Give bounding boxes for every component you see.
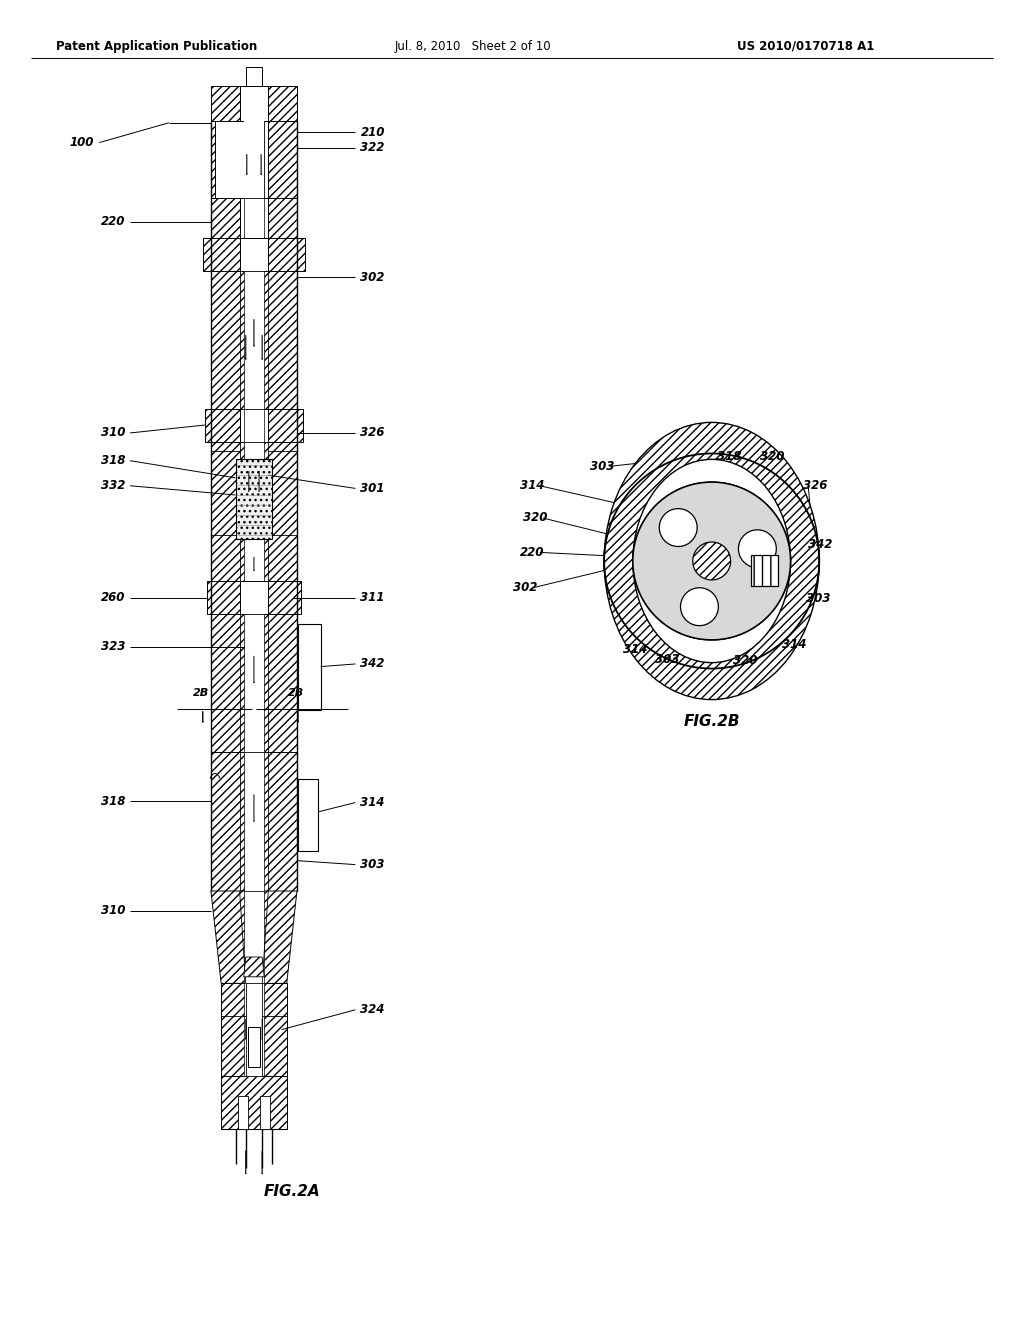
Bar (211, 271, 297, 409)
Bar (240, 238, 268, 271)
Text: 318: 318 (100, 795, 125, 808)
Bar (246, 67, 262, 86)
Text: 320: 320 (523, 511, 548, 524)
Text: 220: 220 (520, 546, 545, 558)
Bar (240, 198, 268, 238)
Bar (244, 271, 264, 409)
Bar (244, 983, 264, 1076)
Bar (244, 121, 264, 198)
Text: 310: 310 (100, 904, 125, 917)
Bar (238, 1096, 248, 1129)
Text: 323: 323 (100, 640, 125, 653)
Bar (244, 442, 264, 581)
Polygon shape (681, 587, 719, 626)
Bar (298, 779, 318, 851)
Text: 311: 311 (360, 591, 385, 605)
Bar (244, 614, 264, 752)
Text: 320: 320 (760, 450, 784, 463)
Bar (207, 581, 301, 614)
Text: 314: 314 (623, 643, 647, 656)
Text: 318: 318 (100, 454, 125, 467)
Text: 314: 314 (781, 639, 806, 651)
Bar (211, 442, 297, 581)
Text: 342: 342 (809, 539, 833, 552)
Polygon shape (633, 482, 791, 640)
Bar (240, 581, 268, 614)
Bar (244, 198, 264, 238)
Bar (211, 86, 297, 121)
Polygon shape (738, 529, 776, 568)
Text: 318: 318 (717, 450, 741, 463)
Bar (211, 121, 215, 198)
Bar (240, 86, 268, 121)
Bar (240, 409, 268, 442)
Bar (752, 554, 778, 586)
Text: 302: 302 (513, 581, 538, 594)
Bar (211, 198, 297, 238)
Text: 303: 303 (590, 459, 614, 473)
Bar (244, 752, 264, 891)
Text: 220: 220 (100, 215, 125, 228)
Text: 310: 310 (100, 426, 125, 440)
Bar (244, 409, 264, 442)
Text: 322: 322 (360, 141, 385, 154)
Text: 320: 320 (733, 655, 758, 668)
Text: 314: 314 (520, 479, 545, 492)
Polygon shape (211, 891, 297, 983)
Polygon shape (244, 957, 264, 977)
Text: Patent Application Publication: Patent Application Publication (56, 40, 258, 53)
Text: 303: 303 (655, 653, 680, 667)
Text: 332: 332 (100, 479, 125, 492)
Bar (268, 121, 297, 198)
Polygon shape (693, 543, 730, 579)
Bar (211, 752, 297, 891)
Bar (221, 983, 287, 1076)
Text: 326: 326 (803, 479, 827, 492)
Bar (248, 1027, 260, 1067)
Text: 342: 342 (360, 657, 385, 671)
Bar (244, 121, 264, 198)
Text: 210: 210 (360, 125, 385, 139)
Text: 326: 326 (360, 426, 385, 440)
Bar (211, 614, 297, 752)
Bar (298, 624, 321, 710)
Text: FIG.2A: FIG.2A (263, 1184, 321, 1200)
Bar (244, 891, 264, 983)
Text: 324: 324 (360, 1003, 385, 1016)
Bar (205, 409, 303, 442)
Text: 301: 301 (360, 482, 385, 495)
Text: 303: 303 (360, 858, 385, 871)
Text: 302: 302 (360, 271, 385, 284)
Text: 100: 100 (70, 136, 94, 149)
Text: 260: 260 (100, 591, 125, 605)
Text: 314: 314 (360, 796, 385, 809)
Bar (260, 1096, 270, 1129)
Text: Jul. 8, 2010   Sheet 2 of 10: Jul. 8, 2010 Sheet 2 of 10 (394, 40, 551, 53)
Bar (203, 238, 305, 271)
Polygon shape (659, 508, 697, 546)
Polygon shape (604, 454, 819, 668)
Polygon shape (633, 482, 791, 640)
Text: US 2010/0170718 A1: US 2010/0170718 A1 (737, 40, 874, 53)
Text: 303: 303 (806, 593, 830, 605)
Text: FIG.2B: FIG.2B (683, 714, 740, 729)
Bar (236, 459, 272, 539)
Bar (221, 1076, 287, 1129)
Text: 2B: 2B (288, 688, 304, 698)
Text: 2B: 2B (193, 688, 209, 698)
